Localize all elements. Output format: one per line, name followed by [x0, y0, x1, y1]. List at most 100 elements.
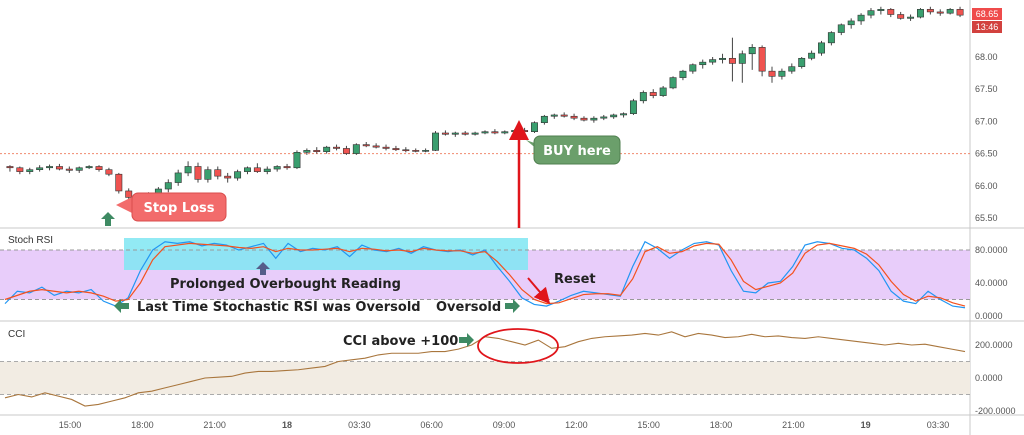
right-arrow-icon [505, 299, 520, 313]
candle-body [679, 70, 687, 78]
candle-body [412, 150, 420, 152]
candle-body [313, 150, 321, 152]
stoch-tick-label: 0.0000 [975, 311, 1003, 321]
candle-body [580, 117, 588, 121]
candle-body [214, 169, 222, 177]
cci-tick-label: 0.0000 [975, 373, 1003, 383]
candle-body [125, 190, 133, 198]
cci-pane[interactable]: CCI 200.0000 0.0000 -200.0000 [0, 329, 1024, 416]
oversold-label: Oversold [436, 300, 501, 315]
candle-body [372, 145, 380, 148]
candle-body [323, 146, 331, 152]
candle-body [422, 150, 430, 152]
reset-label: Reset [554, 272, 596, 287]
candle-body [768, 70, 776, 77]
cci-above-label: CCI above +100 [343, 334, 458, 349]
candle-body [659, 87, 667, 96]
candle-body [649, 92, 657, 96]
candle-body [382, 146, 390, 149]
candle-body [392, 148, 400, 151]
candle-body [610, 114, 618, 118]
reset-arrow-icon [527, 277, 551, 305]
candle-body [728, 57, 736, 64]
candle-body [788, 66, 796, 72]
left-arrow-icon [114, 299, 129, 313]
candle-body [85, 166, 93, 169]
last-price-value: 68.65 [976, 9, 999, 19]
candle-body [273, 166, 281, 170]
candle-body [550, 114, 558, 117]
stoch-rsi-pane[interactable]: Stoch RSI 80.0000 40.0000 0.0000 [0, 235, 1024, 322]
price-axis: 68.00 67.50 67.00 66.50 66.00 65.50 [975, 52, 998, 223]
candle-body [253, 167, 261, 172]
buy-here-label: BUY here [543, 144, 611, 159]
cci-pane-title: CCI [8, 329, 25, 340]
cci-highlight-circle [477, 328, 559, 364]
price-tick-label: 67.50 [975, 84, 998, 94]
candle-body [26, 169, 34, 172]
cci-tick-label: 200.0000 [975, 340, 1013, 350]
candle-body [946, 9, 954, 14]
candle-body [837, 24, 845, 33]
candle-body [748, 47, 756, 55]
price-tick-label: 65.50 [975, 213, 998, 223]
cci-tick-label: -200.0000 [975, 406, 1016, 416]
time-tick-label: 18:00 [131, 420, 154, 430]
stoch-d-line [4, 242, 966, 307]
candle-body [36, 167, 44, 171]
last-price-tag: 68.65 [972, 8, 1002, 20]
candle-body [847, 20, 855, 26]
candle-body [531, 122, 538, 133]
candle-body [263, 168, 271, 172]
candle-body [818, 42, 825, 54]
candle-body [877, 9, 885, 11]
prolonged-overbought-label: Prolonged Overbought Reading [170, 277, 401, 292]
candle-body [798, 57, 806, 67]
price-tick-label: 66.00 [975, 181, 998, 191]
candle-body [432, 132, 439, 151]
candle-body [629, 100, 637, 114]
cci-axis: 200.0000 0.0000 -200.0000 [975, 340, 1016, 416]
candle-body [471, 132, 479, 135]
candle-body [16, 167, 24, 172]
stop-loss-callout: Stop Loss [116, 192, 227, 222]
time-tick-label: 15:00 [59, 420, 82, 430]
stop-loss-arrow-icon [101, 212, 115, 226]
candle-body [808, 52, 816, 59]
candle-body [560, 114, 568, 117]
candle-body [897, 14, 905, 19]
candle-body [75, 167, 83, 171]
candle-body [521, 130, 529, 133]
candle-body [95, 166, 103, 170]
candle-body [758, 47, 766, 72]
price-tick-label: 67.00 [975, 116, 998, 126]
candle-body [501, 131, 509, 134]
candle-body [936, 11, 944, 14]
candle-body [105, 169, 113, 175]
time-tick-label: 03:30 [348, 420, 371, 430]
candle-body [669, 77, 677, 89]
cci-band [0, 361, 970, 395]
candle-body [956, 9, 964, 16]
time-tick-label: 18 [282, 420, 292, 430]
candle-body [639, 92, 647, 102]
candle-body [907, 16, 915, 19]
candle-body [234, 171, 242, 179]
time-axis: 15:00 18:00 21:00 18 03:30 06:00 09:00 12:00 15:… [59, 420, 950, 430]
candle-body [689, 64, 697, 72]
candle-body [620, 113, 628, 116]
candle-body [590, 117, 598, 121]
candle-body [887, 9, 895, 15]
candle-body [65, 168, 73, 171]
candle-body [244, 167, 251, 172]
candle-body [352, 144, 360, 154]
candle-body [926, 9, 934, 13]
candle-body [164, 182, 172, 190]
candle-body [600, 116, 608, 119]
candle-body [283, 166, 291, 169]
time-tick-label: 21:00 [203, 420, 226, 430]
time-tick-label: 12:00 [565, 420, 588, 430]
candle-body [719, 57, 726, 60]
candle-body [204, 169, 212, 180]
